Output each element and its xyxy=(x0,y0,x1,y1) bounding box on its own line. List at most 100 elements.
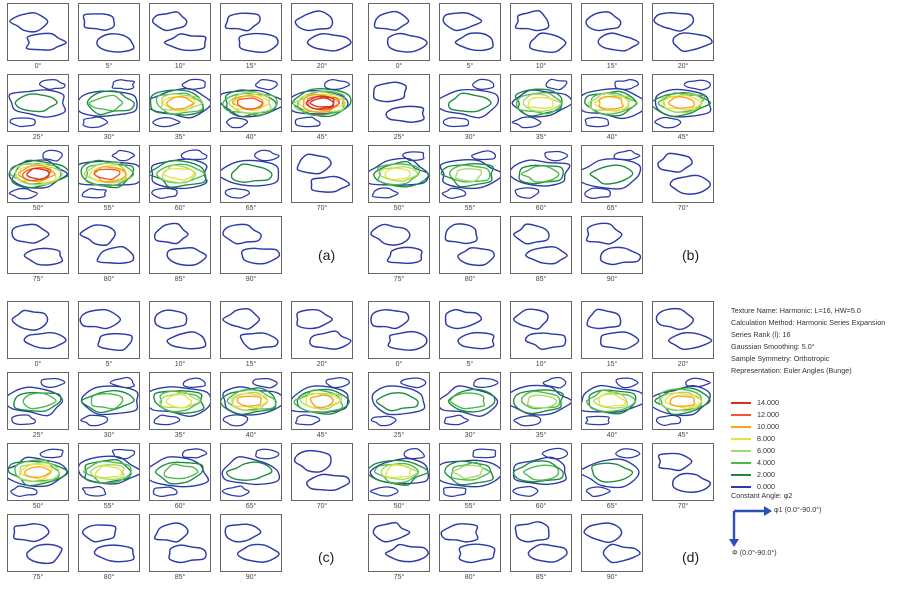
section-angle-label: 70° xyxy=(316,503,328,510)
contour-plot xyxy=(582,79,642,128)
contour-line xyxy=(584,187,611,200)
odf-section-d-8 xyxy=(581,372,643,430)
contour-line xyxy=(370,415,397,427)
legend-label: 0.000 xyxy=(757,482,775,491)
contour-line xyxy=(385,105,425,123)
contour-line xyxy=(11,223,50,244)
odf-section-d-13 xyxy=(581,443,643,501)
legend-label: 12.000 xyxy=(757,410,779,419)
section-angle-label: 10° xyxy=(174,361,186,368)
contour-line xyxy=(511,159,571,187)
contour-plot xyxy=(79,308,133,352)
contour-line xyxy=(181,78,206,91)
contour-line xyxy=(602,543,641,564)
odf-section-d-14 xyxy=(652,443,714,501)
contour-line xyxy=(472,448,497,459)
section-angle-label: 55° xyxy=(464,503,476,510)
odf-section-d-5 xyxy=(368,372,430,430)
contour-line xyxy=(81,188,107,199)
contour-line xyxy=(524,332,567,351)
contour-plot xyxy=(585,222,642,266)
legend-swatch xyxy=(731,486,751,488)
contour-plot xyxy=(513,223,568,265)
contour-line xyxy=(372,81,408,103)
section-angle-label: 90° xyxy=(245,276,257,283)
contour-plot xyxy=(294,10,352,52)
odf-section-a-6 xyxy=(78,74,140,132)
contour-line xyxy=(153,390,205,414)
contour-plot xyxy=(79,224,135,265)
contour-line xyxy=(512,460,564,483)
contour-line xyxy=(655,414,682,426)
contour-line xyxy=(593,391,629,409)
contour-plot xyxy=(224,523,280,563)
contour-line xyxy=(591,462,634,483)
contour-line xyxy=(309,394,334,409)
odf-section-d-18 xyxy=(581,514,643,572)
odf-section-c-11 xyxy=(78,443,140,501)
contour-plot xyxy=(80,376,139,427)
contour-line xyxy=(8,187,38,200)
contour-line xyxy=(11,309,49,331)
odf-section-a-13 xyxy=(220,145,282,203)
odf-section-d-3 xyxy=(581,301,643,359)
contour-line xyxy=(657,152,693,173)
odf-section-b-15 xyxy=(368,216,430,274)
contour-line xyxy=(14,459,60,482)
odf-section-d-6 xyxy=(439,372,501,430)
contour-line xyxy=(514,187,540,199)
odf-section-a-9 xyxy=(291,74,353,132)
contour-line xyxy=(384,167,411,181)
contour-line xyxy=(222,386,281,416)
contour-line xyxy=(544,150,569,162)
section-angle-label: 40° xyxy=(606,432,618,439)
contour-line xyxy=(90,393,124,410)
contour-line xyxy=(11,414,36,426)
legend-swatch xyxy=(731,450,751,452)
contour-line xyxy=(224,187,250,199)
section-angle-label: 25° xyxy=(32,134,44,141)
contour-line xyxy=(17,164,57,182)
odf-section-d-1 xyxy=(439,301,501,359)
contour-line xyxy=(671,472,712,493)
section-angle-label: 90° xyxy=(606,574,618,581)
contour-plot xyxy=(369,448,429,497)
contour-line xyxy=(294,116,321,128)
contour-line xyxy=(294,414,321,426)
odf-section-c-3 xyxy=(220,301,282,359)
section-angle-label: 10° xyxy=(535,63,547,70)
legend-swatch xyxy=(731,438,751,440)
contour-plot xyxy=(370,309,428,351)
section-angle-label: 15° xyxy=(245,361,257,368)
contour-plot xyxy=(372,521,429,563)
contour-line xyxy=(152,486,178,498)
contour-line xyxy=(305,95,335,110)
contour-plot xyxy=(11,309,67,350)
contour-line xyxy=(585,486,611,498)
odf-section-a-17 xyxy=(149,216,211,274)
contour-line xyxy=(513,223,550,245)
contour-line xyxy=(589,164,634,185)
contour-line xyxy=(444,308,483,330)
contour-line xyxy=(38,79,66,90)
contour-plot xyxy=(440,523,496,564)
contour-line xyxy=(513,415,542,427)
Phi-axis-label: Φ (0.0°-90.0°) xyxy=(732,548,777,557)
contour-plot xyxy=(293,449,351,492)
contour-line xyxy=(8,456,68,488)
odf-section-b-14 xyxy=(652,145,714,203)
contour-line xyxy=(161,164,197,184)
legend-item: 0.000 xyxy=(731,481,851,493)
odf-section-a-2 xyxy=(149,3,211,61)
section-angle-label: 55° xyxy=(103,503,115,510)
contour-plot xyxy=(372,81,425,123)
contour-line xyxy=(84,161,135,187)
contour-line xyxy=(441,187,467,199)
calculation-method: Calculation Method: Harmonic Series Expa… xyxy=(731,318,886,327)
contour-plot xyxy=(442,12,494,52)
contour-line xyxy=(457,247,495,267)
contour-line xyxy=(88,94,124,112)
contour-line xyxy=(668,96,695,109)
contour-line xyxy=(182,377,206,389)
contour-line xyxy=(296,388,350,415)
